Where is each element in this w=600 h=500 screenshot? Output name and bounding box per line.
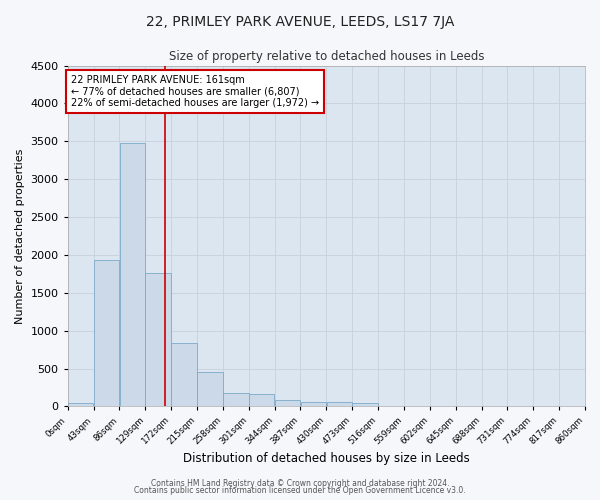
Bar [197,372,223,406]
Text: Contains public sector information licensed under the Open Government Licence v3: Contains public sector information licen… [134,486,466,495]
Bar [68,402,94,406]
Bar [223,393,248,406]
Bar [275,400,301,406]
Bar [352,402,378,406]
Text: Contains HM Land Registry data © Crown copyright and database right 2024.: Contains HM Land Registry data © Crown c… [151,478,449,488]
Text: 22 PRIMLEY PARK AVENUE: 161sqm
← 77% of detached houses are smaller (6,807)
22% : 22 PRIMLEY PARK AVENUE: 161sqm ← 77% of … [71,74,319,108]
Bar [119,143,145,406]
Bar [172,343,197,406]
Title: Size of property relative to detached houses in Leeds: Size of property relative to detached ho… [169,50,484,63]
Bar [249,394,274,406]
Text: 22, PRIMLEY PARK AVENUE, LEEDS, LS17 7JA: 22, PRIMLEY PARK AVENUE, LEEDS, LS17 7JA [146,15,454,29]
Bar [301,402,326,406]
Bar [326,402,352,406]
Y-axis label: Number of detached properties: Number of detached properties [15,148,25,324]
Bar [145,273,171,406]
X-axis label: Distribution of detached houses by size in Leeds: Distribution of detached houses by size … [183,452,470,465]
Bar [94,260,119,406]
